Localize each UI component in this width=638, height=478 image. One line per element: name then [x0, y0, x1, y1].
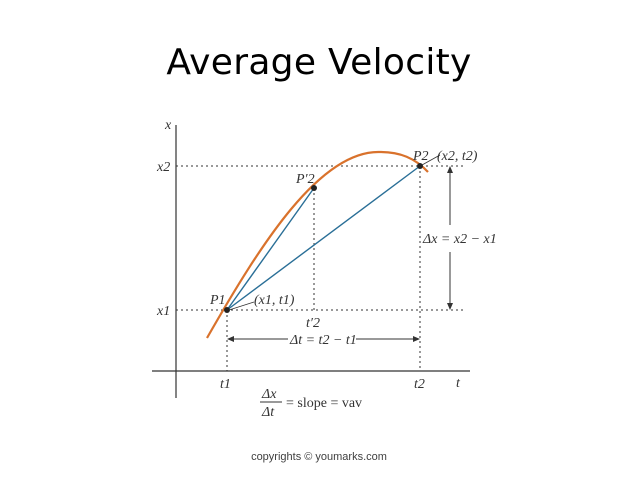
- tick-t2: t2: [414, 377, 425, 392]
- secant-p1-p2: [226, 165, 421, 311]
- x-axis-label: t: [456, 376, 461, 391]
- label-p1: P1: [209, 293, 226, 308]
- slide-title: Average Velocity: [166, 42, 472, 83]
- delta-x-arrowhead-down: [447, 303, 453, 310]
- tick-t1: t1: [220, 377, 231, 392]
- label-p2-prime: P′2: [295, 172, 315, 187]
- label-p2-coords: (x2, t2): [437, 149, 478, 164]
- p1-leader: [228, 301, 255, 311]
- secant-p1-p2-prime: [226, 187, 315, 311]
- delta-t-label: Δt = t2 − t1: [289, 333, 357, 348]
- delta-x-arrowhead-up: [447, 166, 453, 173]
- point-p1: [224, 307, 230, 313]
- delta-t-arrowhead-right: [413, 336, 420, 342]
- label-p1-coords: (x1, t1): [254, 293, 295, 308]
- formula-numerator: Δx: [261, 387, 277, 402]
- point-p2-prime: [311, 185, 317, 191]
- point-p2: [417, 163, 423, 169]
- position-curve: [206, 150, 429, 339]
- tick-x1: x1: [156, 304, 170, 319]
- tick-x2: x2: [156, 160, 170, 175]
- tick-t2-prime: t′2: [306, 316, 320, 331]
- label-p2: P2: [412, 149, 429, 164]
- formula-denominator: Δt: [261, 405, 275, 420]
- copyright-footer: copyrights © youmarks.com: [251, 451, 387, 463]
- formula-rhs: = slope = vav: [286, 396, 362, 411]
- p2-leader: [421, 154, 441, 166]
- delta-t-arrowhead-left: [227, 336, 234, 342]
- delta-x-label: Δx = x2 − x1: [422, 232, 497, 247]
- y-axis-label: x: [164, 118, 172, 133]
